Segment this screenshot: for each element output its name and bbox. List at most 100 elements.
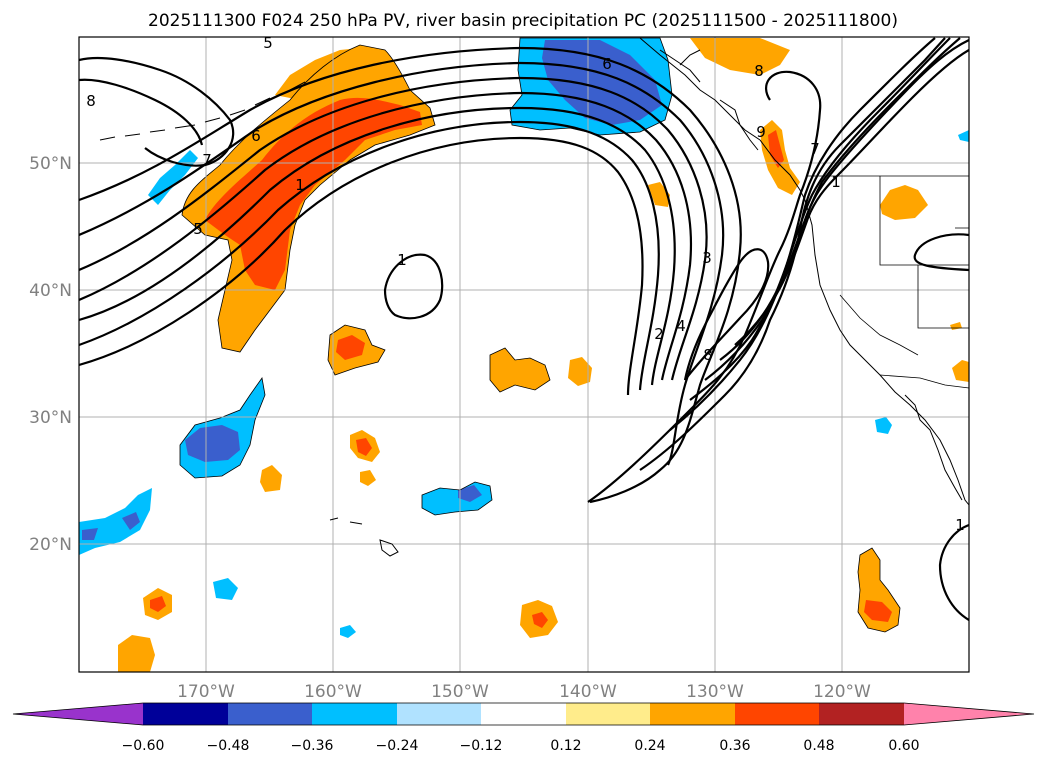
lat-label: 40°N <box>29 281 72 301</box>
pv-contour-low-1 <box>383 253 444 320</box>
coast-na-west <box>639 37 969 506</box>
lat-label: 30°N <box>29 408 72 428</box>
colorbar-tick-label: 0.24 <box>634 738 665 754</box>
map-panel: 5 6 8 7 1 5 1 6 8 9 7 3 2 4 8 1 1 <box>78 34 970 673</box>
precip-shading <box>79 38 969 672</box>
contour-label: 7 <box>810 140 820 158</box>
pos-band-nw-red <box>205 97 422 291</box>
colorbar-segment <box>650 703 735 725</box>
pos-patch-160w-35n-red <box>336 335 365 360</box>
colorbar: −0.60 −0.48 −0.36 −0.24 −0.12 0.12 0.24 … <box>12 702 1035 754</box>
colorbar-tick-label: 0.36 <box>719 738 750 754</box>
pv-contour-4 <box>79 91 692 381</box>
contour-label: 3 <box>702 249 712 267</box>
lon-label: 120°W <box>813 682 871 702</box>
neg-patch-159w-11n <box>340 625 356 638</box>
contour-label: 8 <box>754 62 764 80</box>
pv-contour-ridge-b <box>639 37 946 471</box>
lat-axis: 50°N 40°N 30°N 20°N <box>29 154 72 555</box>
pv-contour-ridge-g <box>734 49 969 346</box>
colorbar-extend-max <box>904 703 1034 725</box>
pos-patch-160w-24n <box>360 470 376 486</box>
pv-contours <box>79 37 969 621</box>
neg-patch-right-edge <box>958 130 969 142</box>
colorbar-segment <box>481 703 566 725</box>
neg-patch-w-21n-dark <box>82 528 98 540</box>
pv-contour-nw-loop <box>79 56 235 167</box>
pos-patch-117w-14n-red <box>864 600 892 622</box>
contour-label: 5 <box>263 34 273 52</box>
colorbar-tick-label: −0.48 <box>207 738 250 754</box>
pos-patch-143w-14n-red <box>532 612 548 628</box>
contour-label: 7 <box>202 151 212 169</box>
pos-patch-159w-27n-red <box>356 438 372 456</box>
pv-contour-2 <box>79 61 725 466</box>
colorbar-segment <box>566 703 650 725</box>
neg-patch-w-21n-light <box>79 488 152 555</box>
map-frame <box>78 36 970 673</box>
coast-alaska-islands <box>659 49 759 151</box>
pv-contour-se-edge <box>938 523 969 621</box>
colorbar-tick-label: −0.24 <box>376 738 419 754</box>
coastlines <box>99 37 969 557</box>
colorbar-tick-label: 0.48 <box>803 738 834 754</box>
lat-label: 20°N <box>29 535 72 555</box>
lon-label: 130°W <box>686 682 744 702</box>
pos-patch-165w-25n <box>260 465 282 492</box>
pv-contour-ridge-c <box>669 37 936 431</box>
border-states-1 <box>879 176 969 329</box>
lat-label: 50°N <box>29 154 72 174</box>
lon-label: 140°W <box>559 682 617 702</box>
neg-patch-152w-23n-dark <box>458 485 482 502</box>
neg-patch-170w-30n-dark <box>185 425 240 462</box>
contour-label: 5 <box>193 220 203 238</box>
pos-patch-141w-34n <box>568 357 592 386</box>
pv-contour-trough-1 <box>683 248 770 381</box>
neg-patch-ca-coast <box>875 417 892 434</box>
colorbar-tick-label: −0.12 <box>460 738 503 754</box>
colorbar-segment <box>819 703 904 725</box>
pv-contour-ridge-d <box>689 37 951 401</box>
pos-patch-148w-34n <box>490 348 550 392</box>
contour-label: 1 <box>397 251 407 269</box>
pos-patch-coast-1-red <box>768 130 784 168</box>
neg-patch-nw-small <box>148 150 198 205</box>
neg-patch-168w-16n <box>213 578 238 600</box>
colorbar-segment <box>312 703 397 725</box>
neg-patch-w-21n-dark2 <box>122 512 140 530</box>
colorbar-extend-min <box>13 703 143 725</box>
contour-label: 9 <box>756 123 766 141</box>
pv-contour-ne-edge <box>913 233 969 272</box>
lon-label: 170°W <box>177 682 235 702</box>
border-us-mexico <box>879 374 969 389</box>
coast-aleutians <box>99 81 306 141</box>
pos-patch-idaho <box>880 185 928 220</box>
pos-patch-171w-15n-red <box>150 596 166 612</box>
colorbar-segment <box>143 703 228 725</box>
colorbar-tick-label: 0.12 <box>550 738 581 754</box>
coast-hawaii <box>329 517 399 557</box>
colorbar-segment <box>228 703 312 725</box>
map-background <box>79 37 969 672</box>
pv-contour-3 <box>79 76 708 381</box>
pos-patch-172w-10n <box>118 635 155 672</box>
coast-baja <box>904 394 963 501</box>
contour-label: 2 <box>654 325 664 343</box>
contour-label: 1 <box>955 516 965 534</box>
pos-patch-right-mid <box>952 360 969 382</box>
lon-axis: 170°W 160°W 150°W 140°W 130°W 120°W <box>177 682 871 702</box>
colorbar-outline <box>12 702 1035 726</box>
border-states-2 <box>839 294 919 356</box>
lon-label: 150°W <box>431 682 489 702</box>
contour-label: 8 <box>86 92 96 110</box>
pv-contour-ridge-a <box>587 70 822 503</box>
pv-contour-nw-loop-2 <box>79 78 204 146</box>
lon-label: 160°W <box>304 682 362 702</box>
pv-contour-6 <box>79 120 660 391</box>
contour-label: 1 <box>295 176 305 194</box>
contour-label: 4 <box>676 317 686 335</box>
contour-label: 1 <box>831 173 841 191</box>
colorbar-tick-label: 0.60 <box>888 738 919 754</box>
pv-contour-5 <box>79 106 676 386</box>
